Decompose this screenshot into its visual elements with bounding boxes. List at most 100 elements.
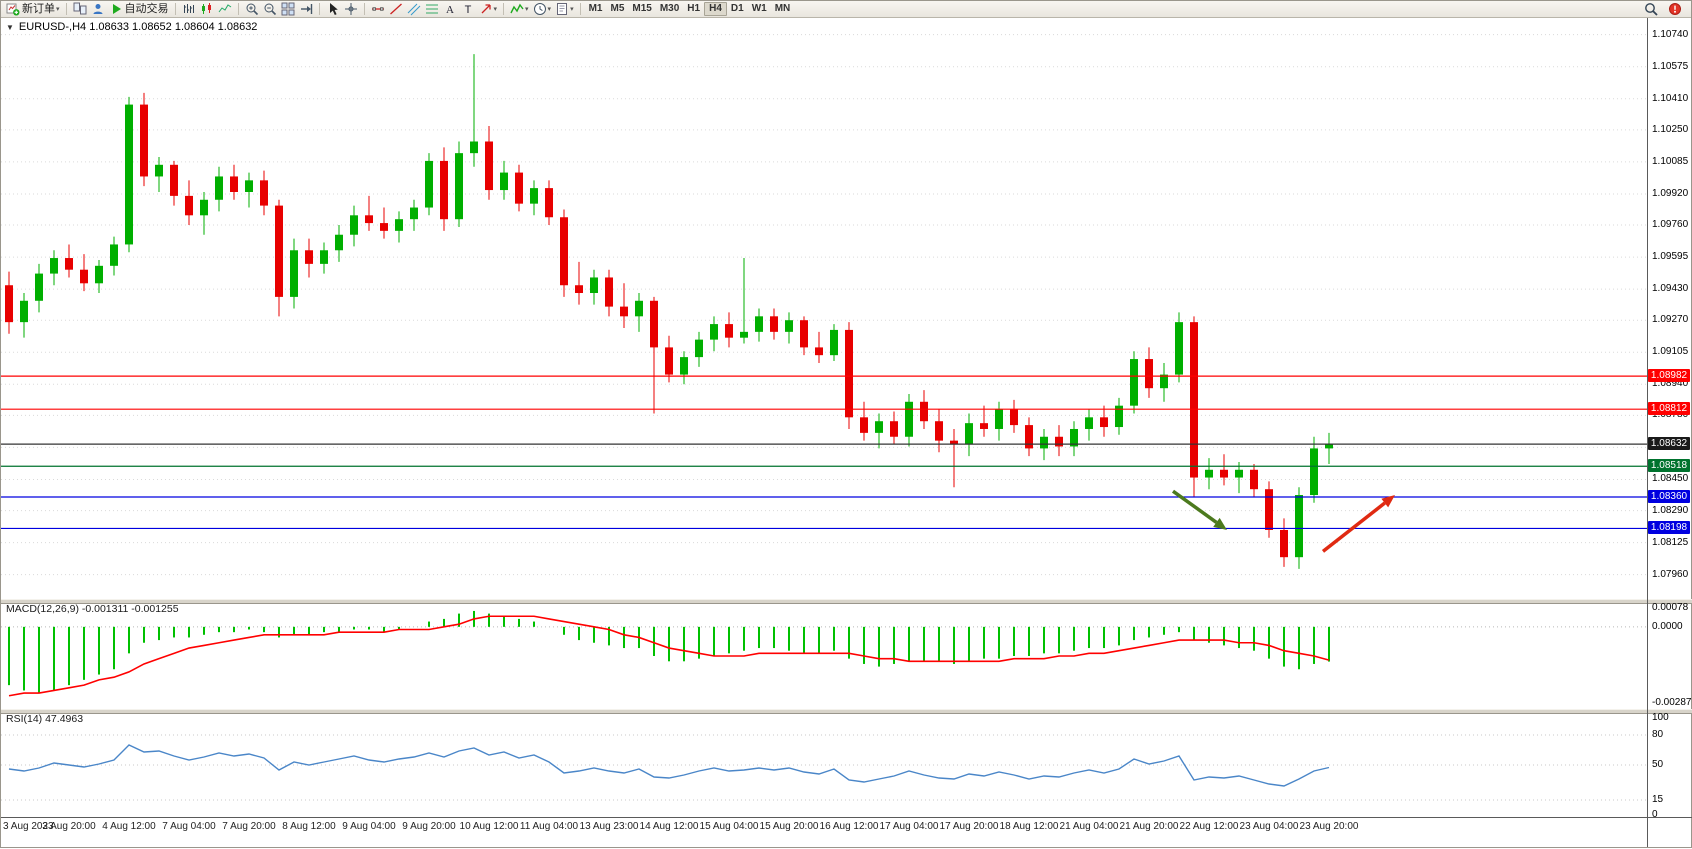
horizontal-line-icon: [371, 2, 385, 16]
horizontal-line-button[interactable]: [369, 2, 387, 17]
bar-chart-button[interactable]: [180, 2, 198, 17]
timeframe-m30-button[interactable]: M30: [659, 3, 680, 14]
auto-trading-button[interactable]: 自动交易: [107, 2, 171, 17]
new-order-caret-icon: ▾: [56, 6, 60, 13]
timeframe-m15-button[interactable]: M15: [632, 3, 652, 14]
current-price-badge: 1.08632: [1648, 437, 1690, 451]
line-chart-button[interactable]: [216, 2, 234, 17]
fibonacci-icon: [425, 2, 439, 16]
label-button[interactable]: T: [459, 2, 477, 17]
candlesticks: [5, 54, 1333, 569]
toolbar-separator: [237, 3, 239, 15]
date-tick: 4 Aug 12:00: [102, 821, 156, 832]
zoom-out-icon: [263, 2, 277, 16]
price-tick: 1.09595: [1652, 251, 1689, 263]
chart-shift-button[interactable]: [297, 2, 315, 17]
zoom-in-icon: [245, 2, 259, 16]
date-tick: 7 Aug 20:00: [222, 821, 276, 832]
periods-button[interactable]: ▾: [531, 2, 554, 17]
bearish-arrow: [1171, 489, 1218, 524]
templates-button[interactable]: ▾: [553, 2, 576, 17]
macd-scale-tick: 0.0000: [1652, 620, 1683, 632]
trendline-button[interactable]: [387, 2, 405, 17]
date-tick: 21 Aug 20:00: [1119, 821, 1179, 832]
price-tick: 1.10575: [1652, 60, 1689, 72]
charts-button[interactable]: [71, 2, 89, 17]
level-lines[interactable]: [1, 375, 1647, 530]
arrow-objects[interactable]: [1171, 489, 1395, 553]
price-tick: 1.10740: [1652, 28, 1689, 40]
channel-icon: [407, 2, 421, 16]
timeframe-mn-button[interactable]: MN: [774, 3, 791, 14]
timeframe-d1-button[interactable]: D1: [730, 3, 744, 14]
level-price-badge: 1.08198: [1648, 521, 1690, 535]
timeframe-m1-button[interactable]: M1: [588, 3, 603, 14]
tile-windows-icon: [281, 2, 295, 16]
date-tick: 23 Aug 20:00: [1299, 821, 1359, 832]
profile-button[interactable]: [89, 2, 107, 17]
macd-histogram: [8, 610, 1330, 694]
trendline-icon: [389, 2, 403, 16]
indicators-caret-icon: ▾: [525, 6, 529, 13]
svg-text:T: T: [464, 4, 471, 16]
cursor-button[interactable]: [324, 2, 342, 17]
notification-button[interactable]: [1666, 2, 1684, 17]
new-order-button[interactable]: 新订单 ▾: [4, 2, 62, 17]
pane-separator-macd[interactable]: [1, 599, 1692, 604]
profile-icon: [91, 2, 105, 16]
new-order-icon: [6, 2, 20, 16]
toolbar-separator: [174, 3, 176, 15]
price-tick: 1.09920: [1652, 187, 1689, 199]
crosshair-button[interactable]: [342, 2, 360, 17]
price-tick: 1.09270: [1652, 314, 1689, 326]
zoom-in-button[interactable]: [243, 2, 261, 17]
date-tick: 17 Aug 04:00: [879, 821, 939, 832]
indicators-button[interactable]: ▾: [508, 2, 531, 17]
svg-text:A: A: [446, 4, 454, 16]
date-tick: 8 Aug 12:00: [282, 821, 336, 832]
candle-chart-icon: [200, 2, 214, 16]
price-axis[interactable]: 1.10740 1.10575 1.10410 1.10250 1.10085 1.099…: [1648, 1, 1692, 849]
date-tick: 15 Aug 04:00: [699, 821, 759, 832]
price-tick: 1.08940: [1652, 378, 1689, 390]
zoom-out-button[interactable]: [261, 2, 279, 17]
channel-button[interactable]: [405, 2, 423, 17]
date-tick: 21 Aug 04:00: [1059, 821, 1119, 832]
new-order-label: 新订单: [22, 2, 55, 15]
auto-trading-icon: [109, 2, 123, 16]
macd-signal-line: [8, 615, 1330, 697]
time-axis[interactable]: 3 Aug 2023 3 Aug 20:00 4 Aug 12:00 7 Aug 04…: [1, 818, 1647, 838]
macd-scale-tick: 0.00078: [1652, 602, 1689, 613]
toolbar-separator: [318, 3, 320, 15]
fibonacci-button[interactable]: [423, 2, 441, 17]
price-tick: 1.08450: [1652, 473, 1689, 485]
arrow-tools-button[interactable]: ▾: [477, 2, 500, 17]
timeframe-w1-button[interactable]: W1: [751, 3, 767, 14]
indicators-icon: [510, 2, 524, 16]
date-tick: 17 Aug 20:00: [939, 821, 999, 832]
arrow-tools-icon: [479, 2, 493, 16]
crosshair-icon: [344, 2, 358, 16]
bearish-arrow-head: [1213, 517, 1227, 530]
pane-separator-rsi[interactable]: [1, 709, 1692, 714]
tile-windows-button[interactable]: [279, 2, 297, 17]
timeframe-h1-button[interactable]: H1: [687, 3, 701, 14]
level-price-badge: 1.08982: [1648, 369, 1690, 383]
date-tick: 18 Aug 12:00: [999, 821, 1059, 832]
level-price-badge: 1.08518: [1648, 459, 1690, 473]
search-button[interactable]: [1642, 2, 1660, 17]
price-tick: 1.09760: [1652, 219, 1689, 231]
date-tick: 23 Aug 04:00: [1239, 821, 1299, 832]
price-tick: 1.10085: [1652, 155, 1689, 167]
toolbar-separator: [65, 3, 67, 15]
timeframe-m5-button[interactable]: M5: [610, 3, 625, 14]
date-tick: 7 Aug 04:00: [162, 821, 216, 832]
arrow-tools-caret-icon: ▾: [493, 6, 498, 13]
price-tick: 1.08125: [1652, 536, 1689, 548]
text-button[interactable]: A: [441, 2, 459, 17]
candle-chart-button[interactable]: [198, 2, 216, 17]
timeframe-h4-button[interactable]: H4: [704, 2, 727, 16]
bar-chart-icon: [182, 2, 196, 16]
level-price-badge: 1.08360: [1648, 489, 1690, 503]
